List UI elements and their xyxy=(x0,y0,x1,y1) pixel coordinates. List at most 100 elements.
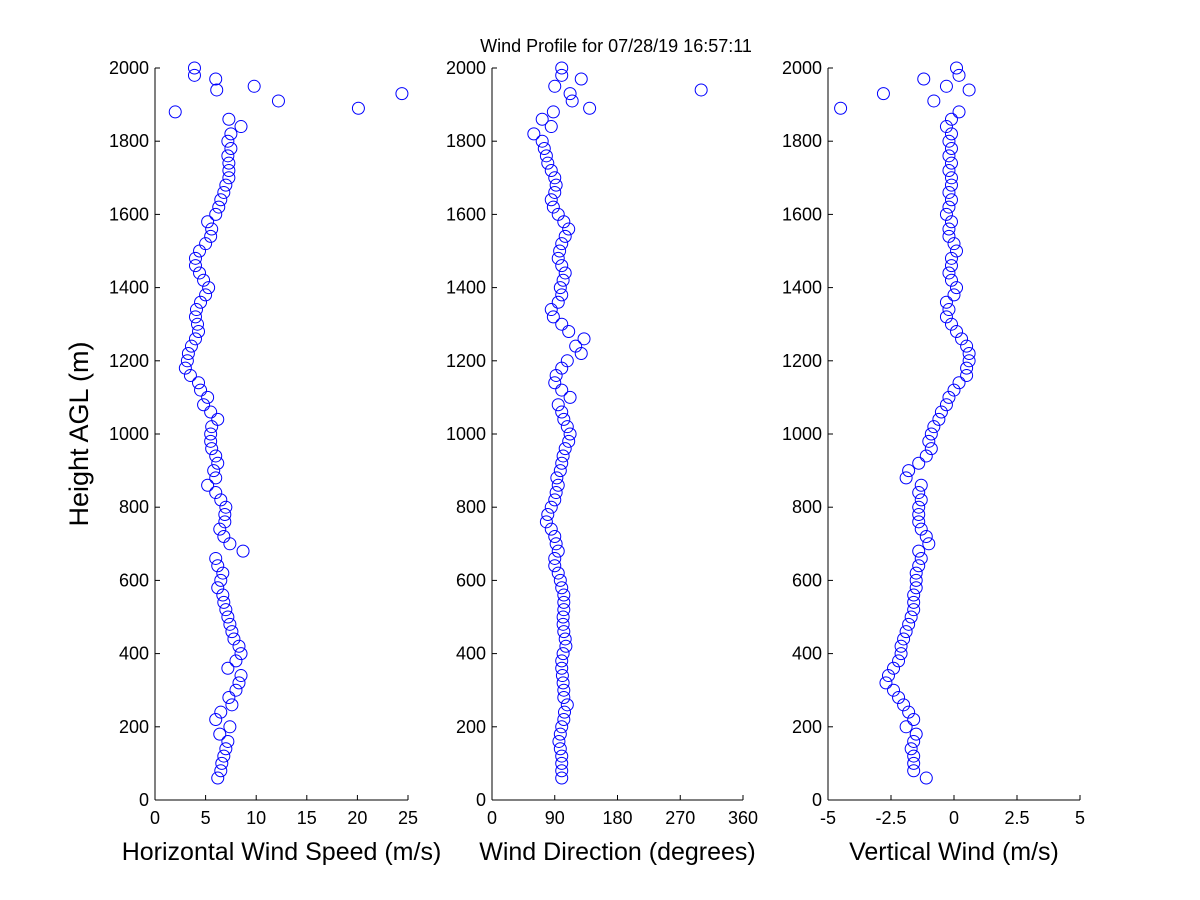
point xyxy=(939,79,953,93)
point xyxy=(211,771,225,785)
point xyxy=(952,105,966,119)
y-tick-label: 1000 xyxy=(109,424,149,444)
y-tick-label: 600 xyxy=(456,570,486,590)
point xyxy=(927,420,941,434)
point xyxy=(216,566,230,580)
point xyxy=(201,390,215,404)
point xyxy=(188,251,202,265)
subplot: 0 200 400 600 800 1000 1200 1400 1600 1800 2000 -5 -… xyxy=(782,58,1085,866)
x-tick-label: 5 xyxy=(1075,808,1085,828)
point xyxy=(211,456,225,470)
point xyxy=(907,734,921,748)
point xyxy=(909,581,923,595)
point xyxy=(234,669,248,683)
point xyxy=(557,712,571,726)
point xyxy=(944,317,958,331)
point xyxy=(222,112,236,126)
point xyxy=(914,551,928,565)
point xyxy=(927,94,941,108)
point xyxy=(907,588,921,602)
point xyxy=(188,310,202,324)
point xyxy=(942,229,956,243)
point xyxy=(960,339,974,353)
point xyxy=(962,83,976,97)
point xyxy=(919,449,933,463)
point xyxy=(555,68,569,82)
point xyxy=(892,654,906,668)
point xyxy=(934,405,948,419)
point xyxy=(209,471,223,485)
point xyxy=(834,101,848,115)
point xyxy=(950,244,964,258)
point xyxy=(210,83,224,97)
point xyxy=(942,134,956,148)
point xyxy=(555,383,569,397)
x-axis-label: Vertical Wind (m/s) xyxy=(849,838,1059,866)
point xyxy=(209,449,223,463)
point xyxy=(234,647,248,661)
point xyxy=(552,734,566,748)
y-tick-label: 400 xyxy=(456,644,486,664)
point xyxy=(527,127,541,141)
point xyxy=(549,486,563,500)
point xyxy=(942,185,956,199)
point xyxy=(562,222,576,236)
point xyxy=(188,259,202,273)
point xyxy=(214,573,228,587)
point xyxy=(907,712,921,726)
point xyxy=(539,149,553,163)
point xyxy=(549,178,563,192)
point xyxy=(395,87,409,101)
point xyxy=(563,87,577,101)
point xyxy=(560,698,574,712)
point xyxy=(556,676,570,690)
y-tick-label: 200 xyxy=(119,717,149,737)
point xyxy=(577,332,591,346)
point xyxy=(939,310,953,324)
point xyxy=(899,471,913,485)
point xyxy=(541,508,555,522)
point xyxy=(555,720,569,734)
point xyxy=(932,412,946,426)
point xyxy=(555,237,569,251)
point xyxy=(222,691,236,705)
point xyxy=(546,310,560,324)
point xyxy=(551,544,565,558)
y-tick-label: 1800 xyxy=(109,131,149,151)
point xyxy=(947,383,961,397)
point xyxy=(944,215,958,229)
point xyxy=(942,222,956,236)
y-tick-label: 800 xyxy=(792,497,822,517)
point xyxy=(535,112,549,126)
point xyxy=(950,281,964,295)
point xyxy=(902,617,916,631)
point xyxy=(909,566,923,580)
point xyxy=(555,669,569,683)
subplot: 0 200 400 600 800 1000 1200 1400 1600 1800 2000 0 90… xyxy=(446,58,758,866)
point xyxy=(556,647,570,661)
point xyxy=(955,332,969,346)
x-tick-label: 360 xyxy=(728,808,758,828)
x-tick-label: 0 xyxy=(949,808,959,828)
point xyxy=(919,529,933,543)
point xyxy=(904,610,918,624)
point xyxy=(548,559,562,573)
point xyxy=(168,105,182,119)
point xyxy=(214,764,228,778)
point xyxy=(914,478,928,492)
point xyxy=(555,764,569,778)
point xyxy=(551,566,565,580)
point xyxy=(558,442,572,456)
point xyxy=(544,193,558,207)
point xyxy=(189,303,203,317)
point xyxy=(541,156,555,170)
point xyxy=(211,581,225,595)
figure-title: Wind Profile for 07/28/19 16:57:11 xyxy=(480,36,752,56)
point xyxy=(217,529,231,543)
point xyxy=(944,142,958,156)
point xyxy=(544,500,558,514)
point xyxy=(544,163,558,177)
point xyxy=(551,478,565,492)
